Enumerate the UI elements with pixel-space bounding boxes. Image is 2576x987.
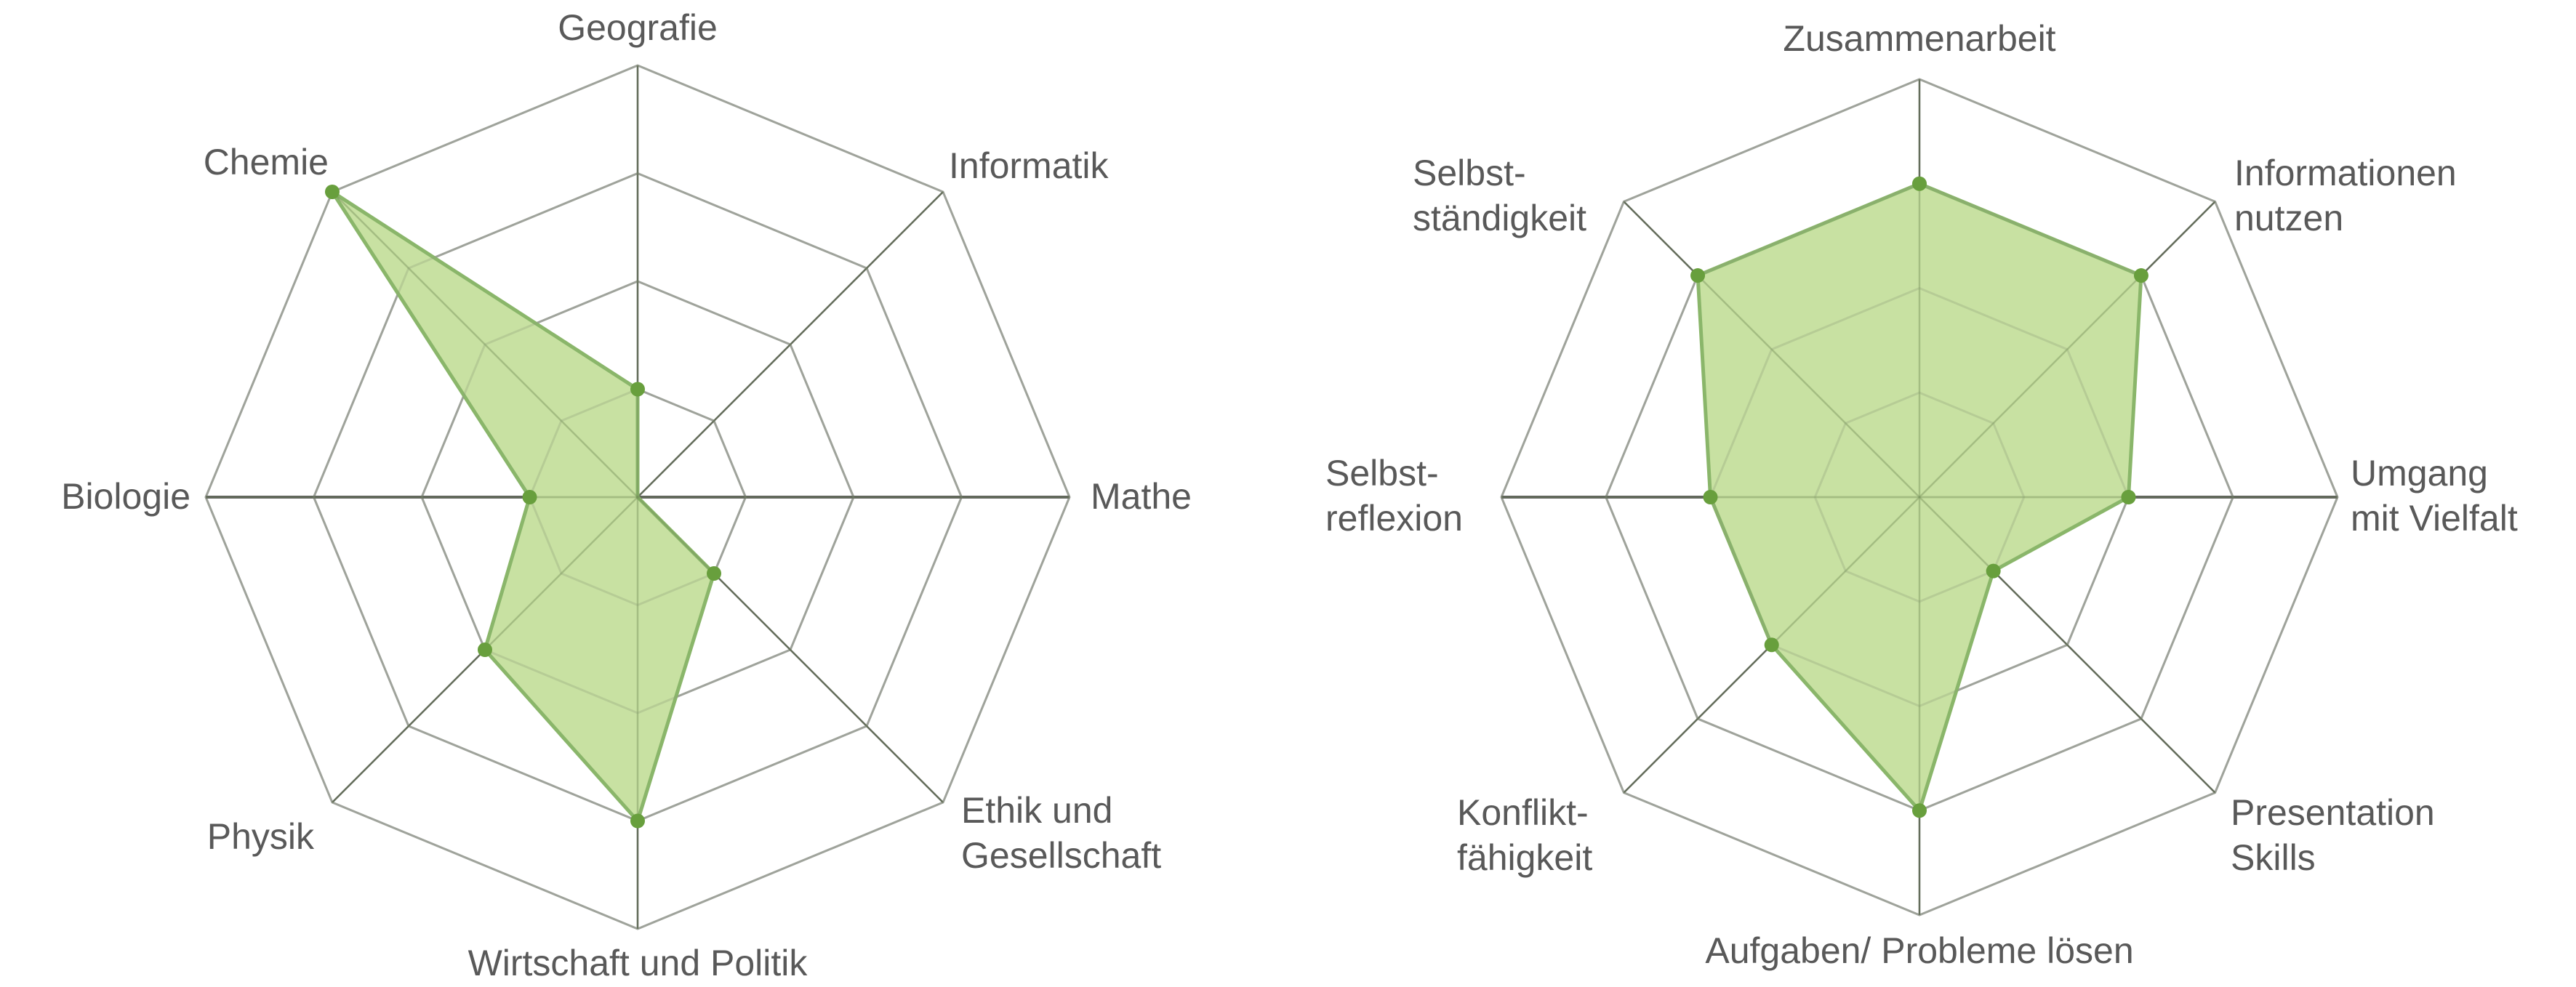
data-point-marker xyxy=(324,184,340,199)
axis-label: Konflikt-fähigkeit xyxy=(1457,792,1592,878)
axis-label-line: Informatik xyxy=(949,145,1110,186)
data-point-marker xyxy=(1912,803,1927,818)
data-point-marker xyxy=(2121,490,2136,504)
data-point-marker xyxy=(1912,176,1927,191)
axis-label: Biologie xyxy=(61,476,190,517)
axis-spoke-overlay xyxy=(637,191,944,498)
axis-label: Wirtschaft und Politik xyxy=(468,943,808,983)
axis-label-line: Umgang xyxy=(2351,453,2488,494)
axis-label-line: Geografie xyxy=(558,7,718,48)
grid-ring-overlay xyxy=(528,387,747,607)
axis-label: Geografie xyxy=(558,7,718,48)
data-point-marker xyxy=(707,566,722,581)
axis-label: Umgang mit Vielfalt xyxy=(2351,453,2518,539)
radar-chart-subjects: Geografie Informatik Mathe Ethik und Gesells… xyxy=(61,7,1192,983)
axis-label: Aufgaben/ Probleme lösen xyxy=(1705,930,2133,971)
data-point-marker xyxy=(1986,563,2001,579)
axis-label-line: nutzen xyxy=(2234,198,2343,238)
axis-label-line: Selbst- xyxy=(1413,153,1526,193)
axis-label: Ethik und Gesellschaft xyxy=(961,790,1161,876)
axis-spoke-overlay xyxy=(1919,201,2216,498)
axis-label: Physik xyxy=(207,816,315,857)
axis-spoke-overlay xyxy=(332,191,638,498)
axis-label: Selbst-ständigkeit xyxy=(1413,153,1586,238)
axis-label-line: Chemie xyxy=(204,142,329,182)
axis-label-line: Aufgaben/ Probleme lösen xyxy=(1705,930,2133,971)
data-point-marker xyxy=(477,642,492,658)
axis-label-line: Biologie xyxy=(61,476,190,517)
radar-chart-skills: Zusammenarbeit Informationen nutzen Umgang m… xyxy=(1325,18,2518,971)
data-area xyxy=(330,190,716,823)
axis-label-line: Gesellschaft xyxy=(961,835,1161,876)
grid-ring-overlay xyxy=(1813,391,2026,603)
axis-label-line: Konflikt- xyxy=(1457,792,1589,833)
axis-label: Selbst-reflexion xyxy=(1325,453,1463,539)
axis-label-line: Zusammenarbeit xyxy=(1783,18,2055,59)
data-point-marker xyxy=(1764,637,1779,653)
data-point-marker xyxy=(2133,268,2148,283)
grid-ring-overlay xyxy=(1500,78,2339,916)
axis-label-line: ständigkeit xyxy=(1413,198,1586,238)
axis-label: Mathe xyxy=(1091,476,1192,517)
data-point-marker xyxy=(522,490,537,504)
axis-label: Zusammenarbeit xyxy=(1783,18,2055,59)
axis-label-line: Skills xyxy=(2231,837,2316,878)
axis-label: Informatik xyxy=(949,145,1110,186)
axis-label-line: reflexion xyxy=(1325,498,1463,539)
axis-label-line: Physik xyxy=(207,816,315,857)
axis-label-line: Selbst- xyxy=(1325,453,1439,494)
axis-label-line: Wirtschaft und Politik xyxy=(468,943,808,983)
axis-spoke-overlay xyxy=(1919,496,2216,794)
grid-ring-overlay xyxy=(420,280,855,714)
axis-spoke-overlay xyxy=(1623,201,1920,498)
axis-label-line: Ethik und xyxy=(961,790,1112,831)
axis-label: Chemie xyxy=(204,142,329,182)
data-point-marker xyxy=(630,382,645,397)
grid-ring-overlay xyxy=(1709,286,2130,708)
axis-spoke-overlay xyxy=(637,496,944,803)
axis-spoke xyxy=(637,191,944,498)
data-point-marker xyxy=(630,813,645,829)
axis-label-line: fähigkeit xyxy=(1457,837,1592,878)
data-point-marker xyxy=(1703,490,1718,504)
axis-label-line: mit Vielfalt xyxy=(2351,498,2518,539)
axis-label-line: Presentation xyxy=(2231,792,2435,833)
grid-ring-overlay xyxy=(204,64,1071,930)
axis-label-line: Informationen xyxy=(2234,153,2457,193)
axis-label: Presentation Skills xyxy=(2231,792,2435,878)
axis-label-line: Mathe xyxy=(1091,476,1192,517)
axis-label: Informationen nutzen xyxy=(2234,153,2457,238)
data-point-marker xyxy=(1690,268,1706,283)
